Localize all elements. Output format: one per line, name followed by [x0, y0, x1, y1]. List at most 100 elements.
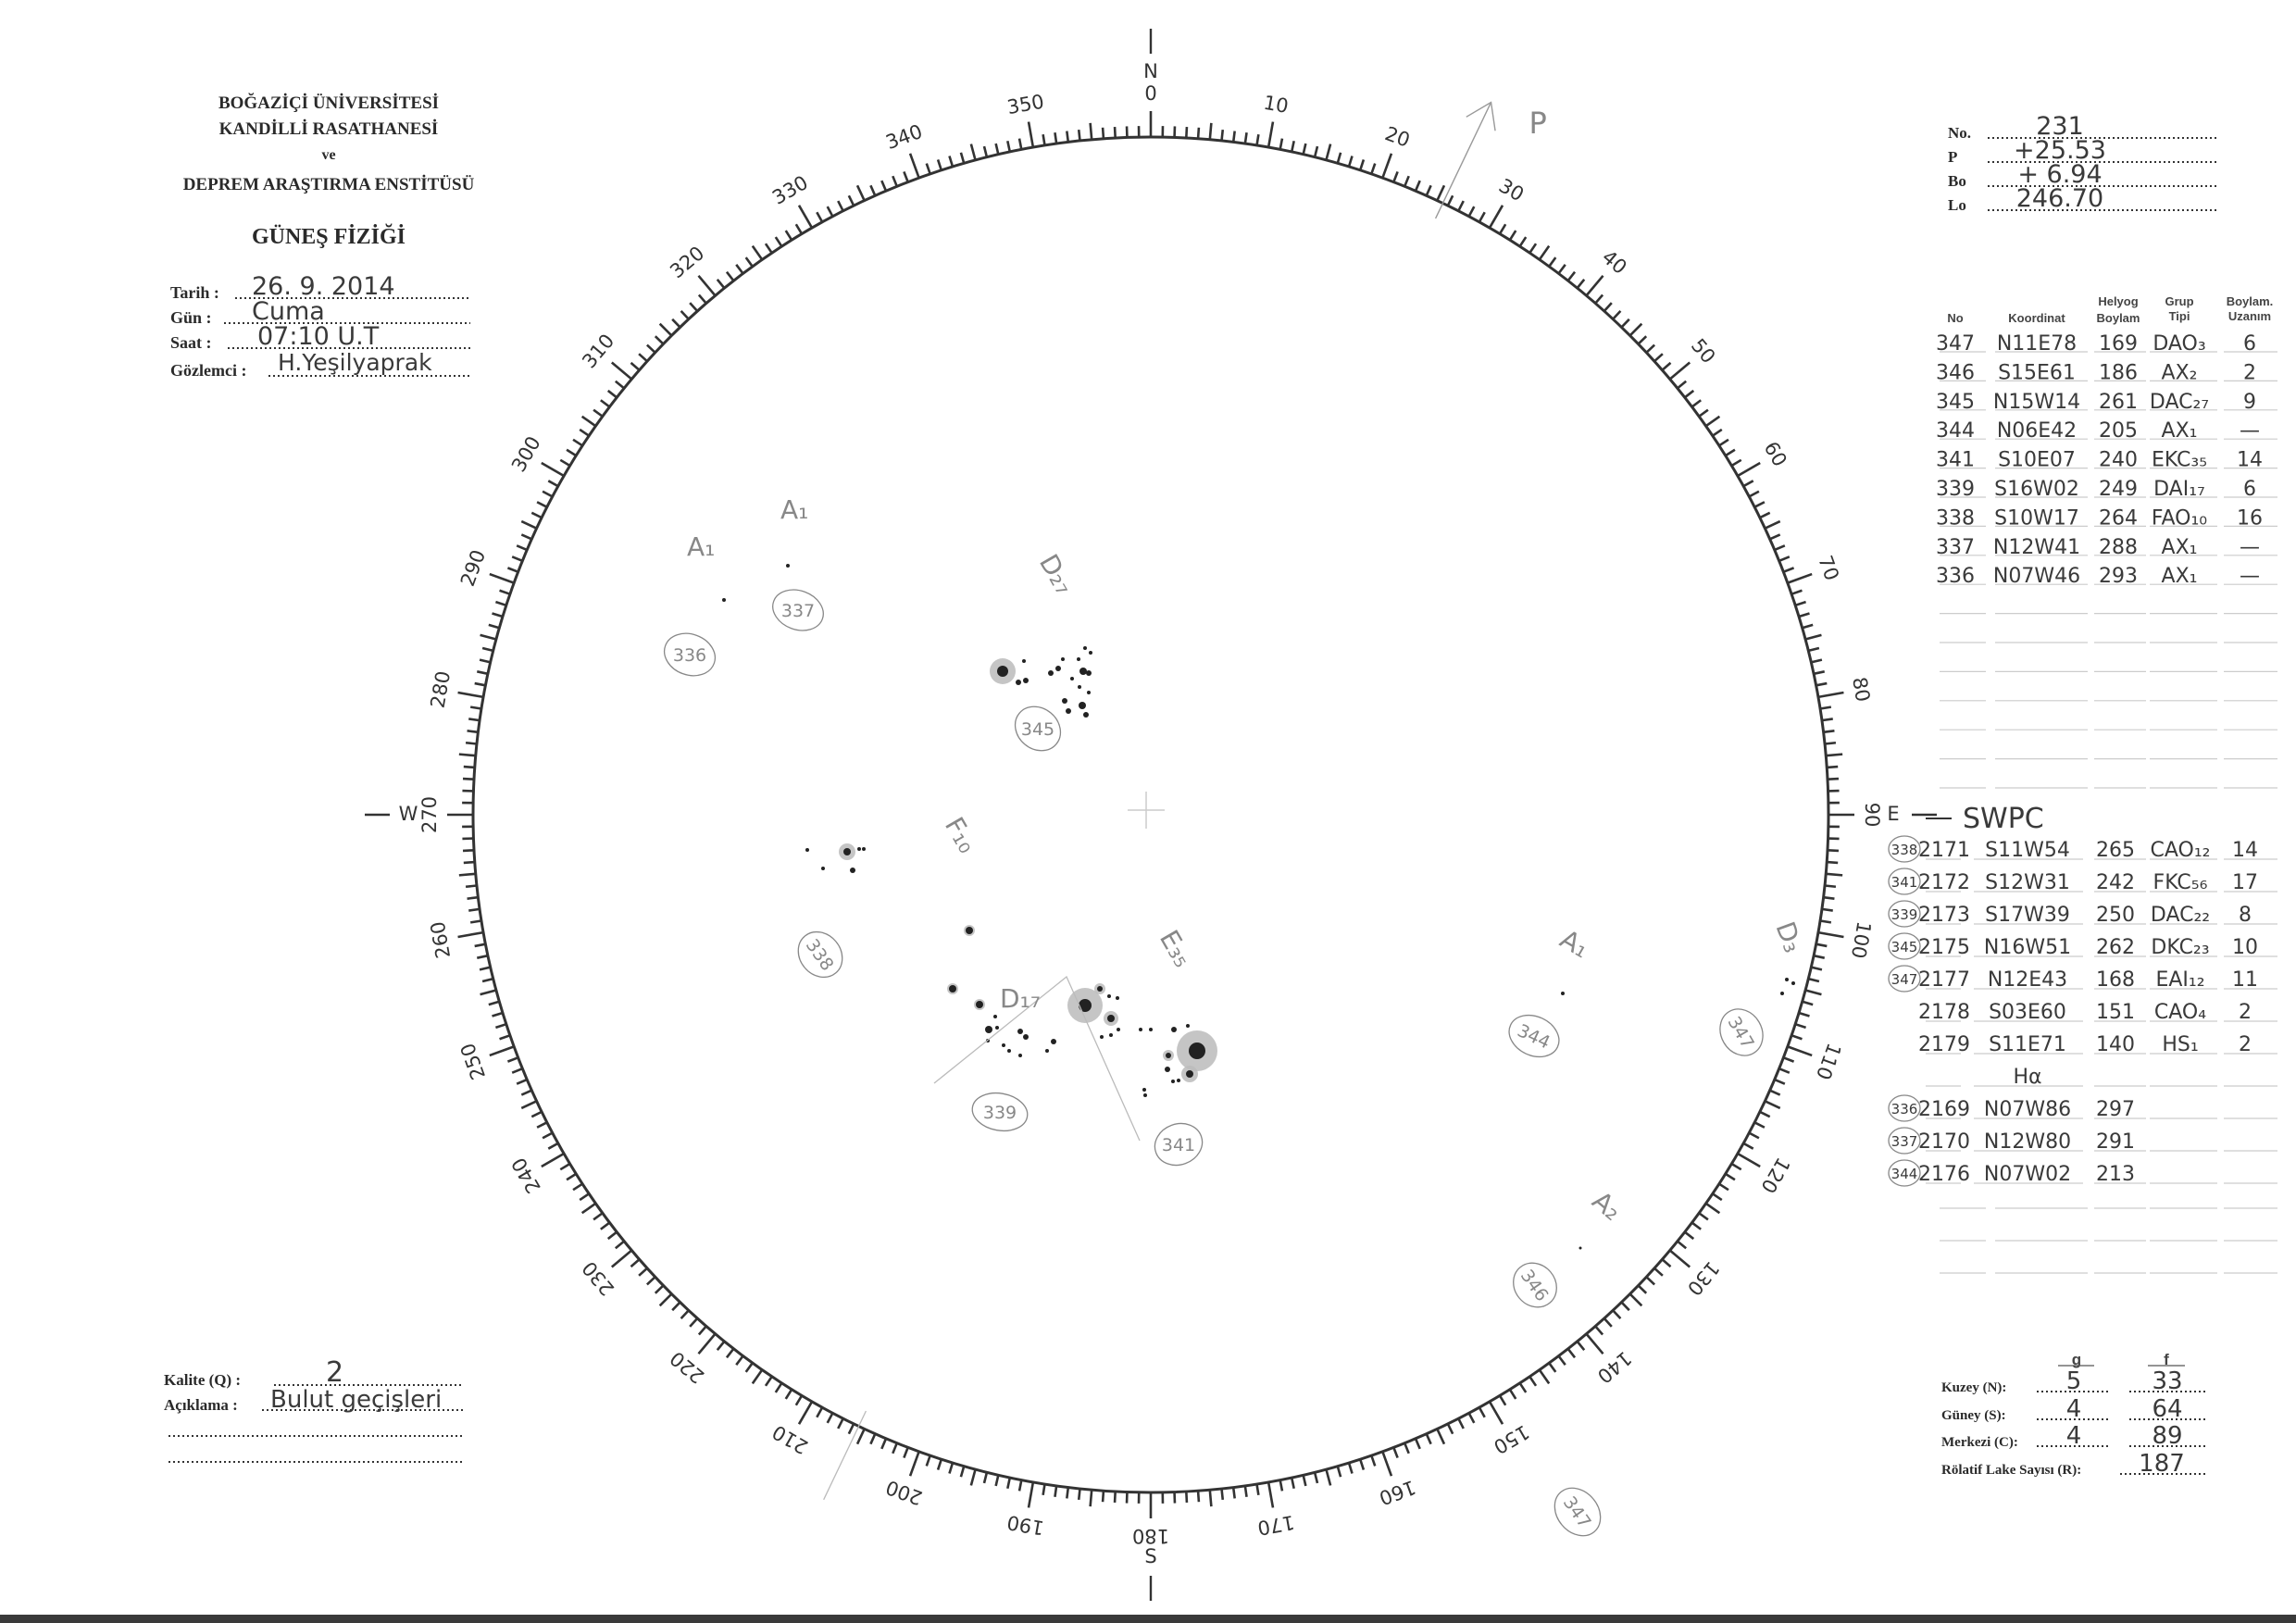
- cell-coord[interactable]: N07W46: [1993, 565, 2080, 588]
- cell-uzanim[interactable]: 6: [2243, 478, 2256, 501]
- lo-value[interactable]: 246.70: [2016, 184, 2103, 213]
- cell-no[interactable]: 338: [1936, 506, 1975, 530]
- cell-grup[interactable]: CAO₄: [2154, 1001, 2206, 1024]
- cell-grup[interactable]: EKC₃₅: [2152, 449, 2207, 472]
- group-badge-345[interactable]: 345: [1006, 697, 1069, 759]
- aciklama-value[interactable]: Bulut geçişleri: [270, 1386, 442, 1414]
- cell-no[interactable]: 2169: [1918, 1098, 1970, 1121]
- group-badge-337[interactable]: 337: [767, 583, 830, 638]
- cell-coord[interactable]: N06E42: [1997, 419, 2077, 443]
- cell-no[interactable]: 2172: [1918, 871, 1970, 894]
- center-f[interactable]: 89: [2152, 1422, 2182, 1450]
- cell-helyog[interactable]: 140: [2096, 1033, 2135, 1056]
- cell-uzanim[interactable]: 17: [2232, 871, 2258, 894]
- cell-uzanim[interactable]: 2: [2239, 1033, 2252, 1056]
- cell-helyog[interactable]: 213: [2096, 1163, 2135, 1186]
- north-f[interactable]: 33: [2152, 1367, 2182, 1395]
- cell-grup[interactable]: AX₂: [2162, 361, 2198, 384]
- cell-grup[interactable]: FAO₁₀: [2152, 506, 2207, 530]
- group-badge-346[interactable]: 346: [1504, 1255, 1566, 1317]
- group-badge-344[interactable]: 344: [1503, 1007, 1566, 1065]
- cell-grup[interactable]: EAI₁₂: [2155, 968, 2204, 992]
- cell-coord[interactable]: S15E61: [1998, 361, 2076, 384]
- cell-coord[interactable]: N12W80: [1984, 1130, 2071, 1154]
- center-g[interactable]: 4: [2066, 1422, 2082, 1450]
- cell-helyog[interactable]: 250: [2096, 904, 2135, 927]
- cell-uzanim[interactable]: —: [2240, 536, 2260, 559]
- cell-grup[interactable]: FKC₅₆: [2153, 871, 2208, 894]
- cell-uzanim[interactable]: 2: [2243, 361, 2256, 384]
- cell-grup[interactable]: DAC₂₂: [2151, 904, 2210, 927]
- cell-ref[interactable]: 336: [1891, 1101, 1918, 1117]
- cell-no[interactable]: 2179: [1918, 1033, 1970, 1056]
- cell-helyog[interactable]: 169: [2099, 332, 2138, 356]
- cell-no[interactable]: 2176: [1918, 1163, 1970, 1186]
- group-badge-outside[interactable]: 347: [1545, 1479, 1610, 1544]
- cell-ref[interactable]: 347: [1891, 971, 1918, 988]
- cell-no[interactable]: 339: [1936, 478, 1975, 501]
- day-value[interactable]: Cuma: [252, 297, 325, 326]
- cell-grup[interactable]: DKC₂₃: [2151, 936, 2209, 959]
- cell-no[interactable]: 347: [1936, 332, 1975, 356]
- cell-helyog[interactable]: 249: [2099, 478, 2138, 501]
- cell-helyog[interactable]: 261: [2099, 391, 2138, 414]
- cell-uzanim[interactable]: 14: [2237, 449, 2263, 472]
- cell-no[interactable]: 2173: [1918, 904, 1970, 927]
- cell-helyog[interactable]: 297: [2096, 1098, 2135, 1121]
- cell-coord[interactable]: N16W51: [1984, 936, 2071, 959]
- group-badge-339[interactable]: 339: [969, 1089, 1030, 1135]
- cell-helyog[interactable]: 264: [2099, 506, 2138, 530]
- observer-value[interactable]: H.Yeşilyaprak: [278, 349, 432, 376]
- cell-ref[interactable]: 337: [1891, 1133, 1918, 1150]
- cell-helyog[interactable]: 291: [2096, 1130, 2135, 1154]
- cell-no[interactable]: 346: [1936, 361, 1975, 384]
- p-value[interactable]: +25.53: [2014, 136, 2106, 165]
- cell-no[interactable]: 2171: [1918, 839, 1970, 862]
- cell-uzanim[interactable]: 2: [2239, 1001, 2252, 1024]
- cell-helyog[interactable]: 240: [2099, 449, 2138, 472]
- cell-uzanim[interactable]: 8: [2239, 904, 2252, 927]
- group-badge-336[interactable]: 336: [658, 627, 721, 682]
- cell-ref[interactable]: 341: [1891, 874, 1918, 891]
- cell-grup[interactable]: AX₁: [2162, 419, 2198, 443]
- cell-no[interactable]: 2178: [1918, 1001, 1970, 1024]
- kalite-value[interactable]: 2: [326, 1356, 343, 1389]
- r-value[interactable]: 187: [2139, 1450, 2185, 1478]
- cell-coord[interactable]: N07W86: [1984, 1098, 2071, 1121]
- cell-uzanim[interactable]: —: [2240, 565, 2260, 588]
- cell-grup[interactable]: DAO₃: [2152, 332, 2205, 356]
- cell-coord[interactable]: N15W14: [1993, 391, 2080, 414]
- cell-helyog[interactable]: 186: [2099, 361, 2138, 384]
- date-value[interactable]: 26. 9. 2014: [252, 272, 395, 301]
- cell-coord[interactable]: N07W02: [1984, 1163, 2071, 1186]
- cell-uzanim[interactable]: —: [2240, 419, 2260, 443]
- cell-coord[interactable]: S12W31: [1985, 871, 2070, 894]
- north-g[interactable]: 5: [2066, 1367, 2082, 1395]
- group-badge-341[interactable]: 341: [1149, 1117, 1208, 1171]
- bo-value[interactable]: + 6.94: [2017, 160, 2102, 189]
- cell-no[interactable]: 345: [1936, 391, 1975, 414]
- time-value[interactable]: 07:10 U.T: [257, 322, 380, 351]
- cell-ref[interactable]: 344: [1891, 1166, 1918, 1182]
- cell-coord[interactable]: S16W02: [1994, 478, 2079, 501]
- cell-grup[interactable]: AX₁: [2162, 565, 2198, 588]
- cell-grup[interactable]: AX₁: [2162, 536, 2198, 559]
- cell-helyog[interactable]: 288: [2099, 536, 2138, 559]
- cell-coord[interactable]: S10E07: [1998, 449, 2076, 472]
- cell-helyog[interactable]: 168: [2096, 968, 2135, 992]
- cell-coord[interactable]: S11W54: [1985, 839, 2070, 862]
- south-g[interactable]: 4: [2066, 1395, 2082, 1423]
- cell-grup[interactable]: HS₁: [2162, 1033, 2198, 1056]
- cell-ref[interactable]: 338: [1891, 842, 1918, 858]
- south-f[interactable]: 64: [2152, 1395, 2182, 1423]
- cell-uzanim[interactable]: 6: [2243, 332, 2256, 356]
- cell-grup[interactable]: CAO₁₂: [2151, 839, 2211, 862]
- cell-no[interactable]: 336: [1936, 565, 1975, 588]
- cell-helyog[interactable]: 151: [2096, 1001, 2135, 1024]
- cell-grup[interactable]: DAC₂₇: [2150, 391, 2209, 414]
- cell-no[interactable]: 341: [1936, 449, 1975, 472]
- cell-no[interactable]: 2177: [1918, 968, 1970, 992]
- cell-uzanim[interactable]: 11: [2232, 968, 2258, 992]
- cell-uzanim[interactable]: 9: [2243, 391, 2256, 414]
- cell-no[interactable]: 2170: [1918, 1130, 1970, 1154]
